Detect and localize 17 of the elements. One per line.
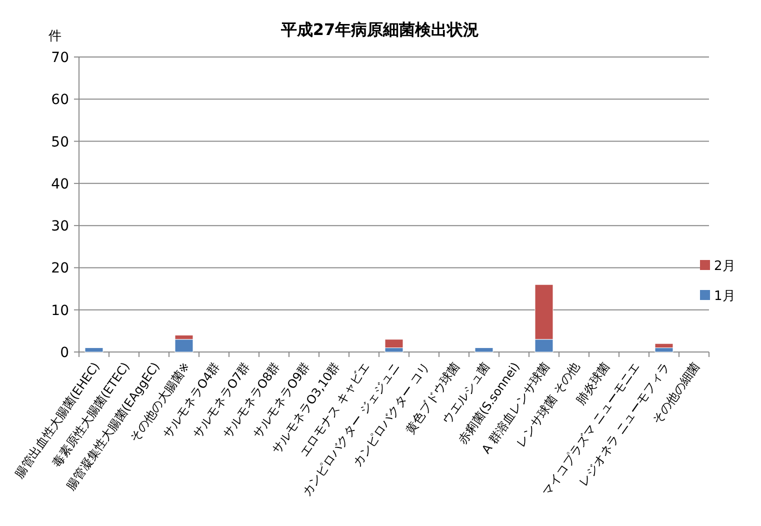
bar: [84, 348, 104, 352]
y-tick-label: 70: [51, 50, 69, 66]
y-tick-label: 10: [51, 302, 69, 319]
y-tick-label: 60: [51, 92, 69, 108]
bar: [474, 348, 494, 352]
legend-label: 2月: [714, 259, 736, 274]
bar: [174, 339, 194, 352]
y-tick-label: 50: [51, 134, 69, 150]
bar: [654, 343, 674, 348]
y-tick-label: 40: [51, 176, 69, 192]
y-tick-label: 0: [60, 345, 69, 361]
chart-title: 平成27年病原細菌検出状況: [280, 20, 480, 39]
y-axis-title: 件: [48, 29, 62, 44]
legend-label: 1月: [714, 289, 736, 304]
bar: [384, 339, 404, 348]
y-tick-label: 30: [51, 218, 69, 235]
y-tick-label: 20: [51, 260, 69, 277]
